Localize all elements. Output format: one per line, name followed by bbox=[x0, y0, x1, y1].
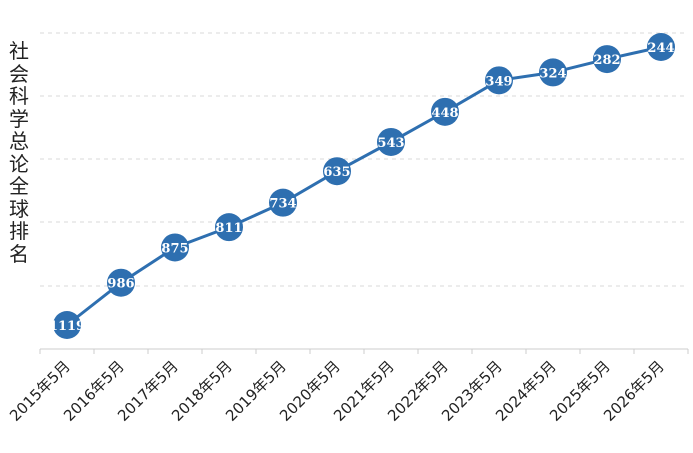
data-point bbox=[647, 33, 675, 61]
data-point bbox=[107, 268, 135, 297]
data-label: 543 bbox=[377, 136, 404, 151]
x-axis bbox=[39, 348, 689, 354]
data-label: 324 bbox=[539, 66, 566, 81]
data-point bbox=[323, 157, 351, 186]
data-point bbox=[53, 311, 81, 339]
data-label: 244 bbox=[647, 41, 674, 56]
data-label: 734 bbox=[269, 197, 296, 212]
data-label: 635 bbox=[323, 165, 350, 180]
data-label: 986 bbox=[107, 277, 134, 292]
data-label: 448 bbox=[431, 106, 458, 121]
grid-layer bbox=[40, 32, 688, 287]
data-point bbox=[377, 127, 405, 156]
y-axis-label: 社会科学总论全球排名 bbox=[9, 39, 29, 266]
data-point bbox=[269, 188, 297, 217]
data-label: 282 bbox=[593, 53, 620, 68]
data-point bbox=[593, 45, 621, 74]
data-point bbox=[161, 233, 189, 262]
data-point bbox=[215, 213, 243, 242]
data-label: 875 bbox=[161, 241, 188, 256]
data-label: 1119 bbox=[49, 319, 85, 334]
data-label: 349 bbox=[485, 74, 512, 89]
series-line bbox=[66, 45, 662, 327]
data-point bbox=[539, 58, 567, 87]
data-label: 811 bbox=[215, 221, 242, 236]
data-point bbox=[431, 97, 459, 126]
rank-series: 1119 986 875 811 734 635 543 448 349 324 282 244 bbox=[49, 33, 675, 339]
x-tick-labels: 2015年5月2016年5月2017年5月2018年5月2019年5月2020年… bbox=[6, 357, 668, 425]
data-point bbox=[485, 66, 513, 95]
